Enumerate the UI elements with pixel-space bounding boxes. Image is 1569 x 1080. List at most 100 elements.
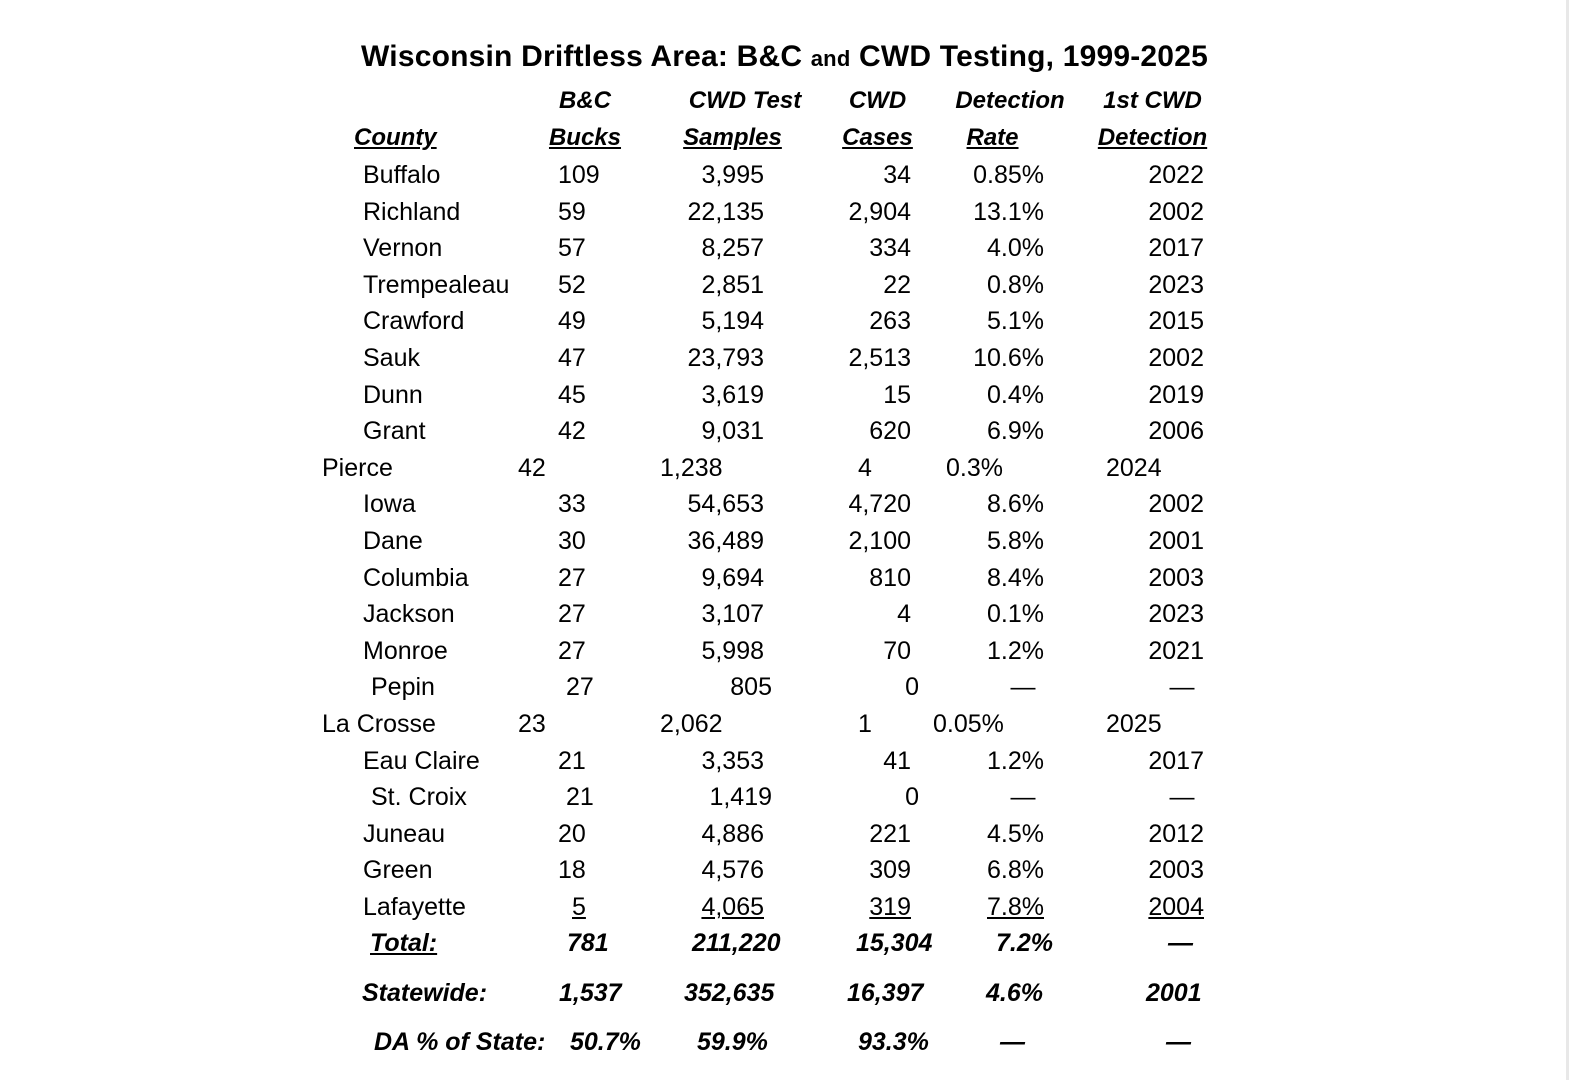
cell-bucks: 27 — [558, 563, 586, 592]
cell-county: Pepin — [371, 673, 435, 702]
cell-county: Dunn — [363, 380, 423, 409]
cell-rate: 8.6% — [987, 490, 1044, 519]
cell-rate: 0.8% — [987, 270, 1044, 299]
statewide-bucks: 1,537 — [559, 979, 622, 1007]
cell-cases: 263 — [869, 307, 911, 336]
da-pct-bucks: 50.7% — [570, 1028, 641, 1056]
total-first: — — [1168, 929, 1193, 957]
cell-rate: 6.9% — [987, 417, 1044, 446]
cell-first: 2017 — [1148, 234, 1204, 263]
cell-bucks: 27 — [558, 636, 586, 665]
cell-first: 2003 — [1148, 856, 1204, 885]
cell-first: 2025 — [1106, 710, 1162, 738]
da-pct-cases: 93.3% — [858, 1028, 929, 1056]
da-pct-first: — — [1166, 1028, 1191, 1056]
cell-rate: 0.05% — [933, 710, 1004, 738]
cell-samples: 9,031 — [701, 417, 764, 446]
cell-county: La Crosse — [322, 710, 436, 738]
cell-cases: 0 — [905, 673, 919, 702]
cell-samples: 2,851 — [701, 270, 764, 299]
cell-samples: 3,107 — [701, 600, 764, 629]
cell-cases: 4 — [897, 600, 911, 629]
total-cases: 15,304 — [856, 929, 933, 957]
cell-first: 2024 — [1106, 453, 1162, 482]
cell-cases: 22 — [883, 270, 911, 299]
cell-county: Trempealeau — [363, 270, 510, 299]
total-rate: 7.2% — [996, 929, 1053, 957]
title-part-2: and — [810, 46, 851, 71]
cell-samples: 9,694 — [701, 563, 764, 592]
da-pct-samples: 59.9% — [697, 1028, 768, 1056]
statewide-rate: 4.6% — [986, 979, 1043, 1007]
cell-bucks: 109 — [558, 161, 600, 189]
header-cases-line2: Cases — [842, 124, 913, 151]
cell-bucks: 21 — [558, 746, 586, 775]
cell-county: Crawford — [363, 307, 465, 336]
statewide-label: Statewide: — [362, 979, 488, 1007]
cell-rate: 1.2% — [987, 746, 1044, 775]
cell-county: Dane — [363, 527, 423, 555]
cell-rate: 6.8% — [987, 856, 1044, 885]
cell-samples: 2,062 — [660, 710, 723, 738]
page-edge — [1566, 0, 1569, 1080]
cell-samples: 22,135 — [687, 197, 764, 226]
cell-rate: 5.1% — [987, 307, 1044, 336]
cell-bucks: 18 — [558, 856, 586, 885]
cell-first: 2022 — [1148, 161, 1204, 189]
cell-first: 2023 — [1148, 270, 1204, 299]
cell-bucks: 23 — [518, 710, 546, 738]
cell-bucks: 33 — [558, 490, 586, 519]
cell-cases: 34 — [883, 161, 911, 189]
total-bucks: 781 — [567, 929, 609, 957]
cell-rate: 7.8% — [987, 893, 1044, 921]
cell-samples: 1,238 — [660, 453, 723, 482]
cell-bucks: 57 — [558, 234, 586, 263]
cell-cases: 319 — [869, 893, 911, 921]
cell-cases: 2,904 — [848, 197, 911, 226]
cell-cases: 2,100 — [848, 527, 911, 555]
cell-rate: 0.4% — [987, 380, 1044, 409]
cell-bucks: 45 — [558, 380, 586, 409]
header-first-line2: Detection — [1097, 124, 1208, 151]
statewide-cases: 16,397 — [847, 979, 924, 1007]
cell-cases: 4 — [858, 453, 872, 482]
cell-samples: 23,793 — [687, 344, 764, 372]
title-part-1: Wisconsin Driftless Area: B&C — [361, 40, 811, 73]
header-cases-line1: CWD — [848, 87, 907, 114]
cell-county: Monroe — [363, 636, 448, 665]
cell-samples: 4,065 — [701, 893, 764, 921]
da-pct-label: DA % of State: — [374, 1028, 546, 1056]
cell-cases: 2,513 — [848, 344, 911, 372]
cell-bucks: 21 — [566, 783, 594, 812]
cell-first: 2023 — [1148, 600, 1204, 629]
title-part-3: CWD Testing, 1999-2025 — [850, 40, 1208, 73]
cell-samples: 1,419 — [709, 783, 772, 812]
cell-cases: 4,720 — [848, 490, 911, 519]
cell-county: Vernon — [363, 234, 443, 263]
cell-cases: 1 — [858, 710, 872, 738]
cell-county: Sauk — [363, 344, 420, 372]
cell-bucks: 47 — [558, 344, 586, 372]
cell-county: Green — [363, 856, 433, 885]
cell-first: 2004 — [1148, 893, 1204, 921]
statewide-first: 2001 — [1146, 979, 1202, 1007]
header-county: County — [354, 124, 437, 151]
cell-cases: 70 — [883, 636, 911, 665]
cell-bucks: 49 — [558, 307, 586, 336]
header-samples-line2: Samples — [683, 124, 782, 151]
cell-samples: 8,257 — [701, 234, 764, 263]
cell-rate: 4.5% — [987, 819, 1044, 848]
cell-county: Columbia — [363, 563, 469, 592]
cell-samples: 36,489 — [687, 527, 764, 555]
cell-county: Juneau — [363, 819, 446, 848]
cell-samples: 4,886 — [701, 819, 764, 848]
cell-samples: 5,194 — [701, 307, 764, 336]
da-pct-rate: — — [1000, 1028, 1025, 1056]
cell-first: 2017 — [1148, 746, 1204, 775]
cell-bucks: 42 — [558, 417, 586, 446]
document-title: Wisconsin Driftless Area: B&C and CWD Te… — [0, 40, 1569, 74]
statewide-samples: 352,635 — [684, 979, 775, 1007]
cell-county: Buffalo — [363, 161, 441, 189]
cell-samples: 3,995 — [701, 161, 764, 189]
